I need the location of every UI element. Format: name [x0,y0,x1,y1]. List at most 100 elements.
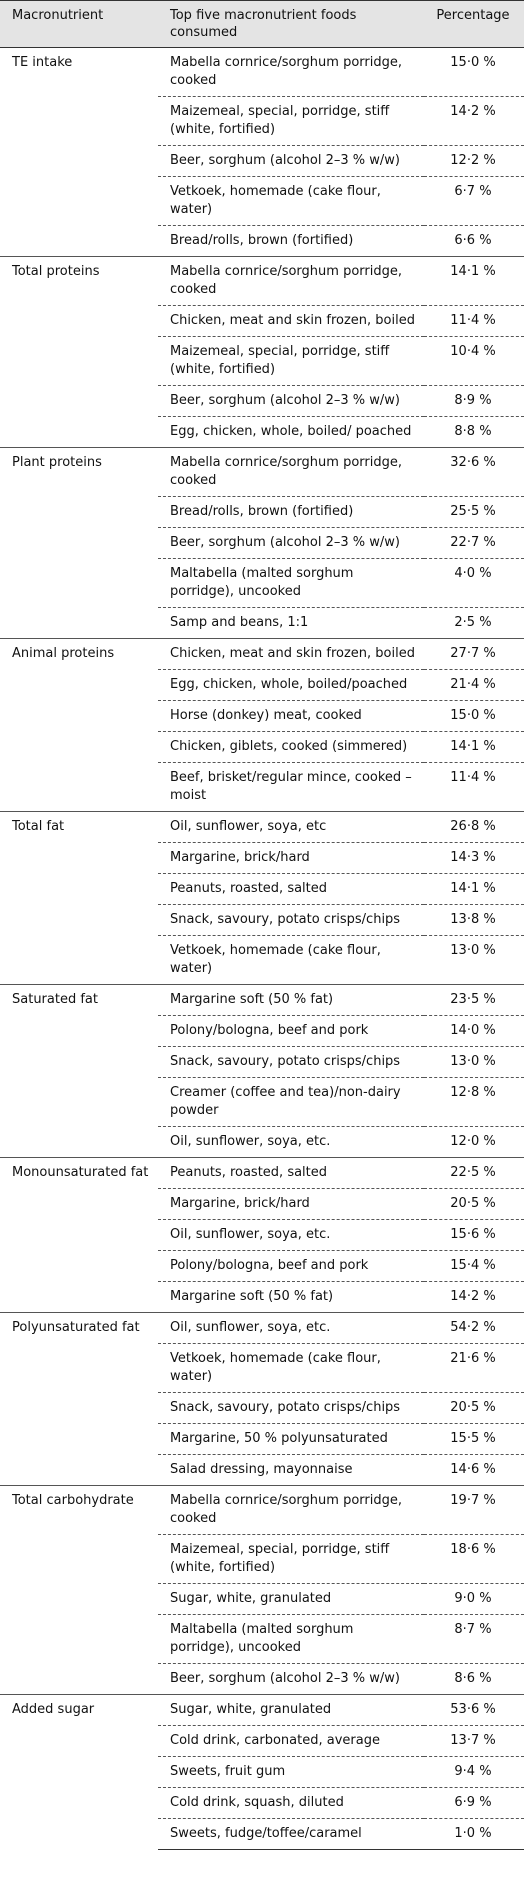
food-cell: Vetkoek, homemade (cake flour, water) [158,1343,424,1393]
food-cell: Salad dressing, mayonnaise [158,1454,424,1486]
percentage-cell: 18·6 % [424,1534,524,1584]
percentage-cell: 22·7 % [424,527,524,559]
table-row: Animal proteins Chicken, meat and skin fr… [0,638,524,812]
percentage-cell: 10·4 % [424,336,524,386]
food-cell: Cold drink, squash, diluted [158,1787,424,1819]
food-cell: Snack, savoury, potato crisps/chips [158,1046,424,1078]
data-table: Macronutrient Top five macronutrient foo… [0,0,524,1850]
food-cell: Beer, sorghum (alcohol 2–3 % w/w) [158,385,424,417]
macronutrient-cell: Total carbohydrate [0,1485,158,1695]
table-row: Creamer (coffee and tea)/non-dairy powde… [0,1077,524,1127]
header-cell: Percentage [424,0,524,48]
percentage-cell: 8·9 % [424,385,524,417]
percentage-cell: 13·7 % [424,1725,524,1757]
percentage-cell: 23·5 % [424,984,524,1016]
table-row: Margarine, 50 % polyunsaturated 15·5 % [0,1423,524,1455]
food-cell: Sugar, white, granulated [158,1694,424,1726]
food-cell: Snack, savoury, potato crisps/chips [158,1392,424,1424]
table-row: Margarine, brick/hard 14·3 % [0,842,524,874]
percentage-cell: 53·6 % [424,1694,524,1726]
food-cell: Mabella cornrice/sorghum porridge, cooke… [158,256,424,306]
table-row: Monounsaturated fat Peanuts, roasted, sal… [0,1157,524,1313]
percentage-cell: 8·6 % [424,1663,524,1695]
table-row: Cold drink, carbonated, average 13·7 % [0,1725,524,1757]
table-row: Total proteins Mabella cornrice/sorghum p… [0,256,524,448]
food-cell: Vetkoek, homemade (cake flour, water) [158,176,424,226]
percentage-cell: 21·6 % [424,1343,524,1393]
food-cell: Oil, sunflower, soya, etc. [158,1219,424,1251]
food-cell: Peanuts, roasted, salted [158,1157,424,1189]
table-row: Maltabella (malted sorghum porridge), un… [0,1614,524,1664]
percentage-cell: 27·7 % [424,638,524,670]
macronutrient-cell: Animal proteins [0,638,158,812]
percentage-cell: 15·6 % [424,1219,524,1251]
table-row: Snack, savoury, potato crisps/chips 13·8 … [0,904,524,936]
percentage-cell: 19·7 % [424,1485,524,1535]
table-row: Total carbohydrate Mabella cornrice/sorgh… [0,1485,524,1695]
table-row: Beer, sorghum (alcohol 2–3 % w/w) 8·9 % [0,385,524,417]
food-cell: Chicken, meat and skin frozen, boiled [158,638,424,670]
percentage-cell: 14·2 % [424,96,524,146]
macronutrient-cell: Saturated fat [0,984,158,1158]
table-row: Polyunsaturated fat Oil, sunflower, soya,… [0,1312,524,1486]
food-cell: Sweets, fudge/toffee/caramel [158,1818,424,1850]
food-cell: Mabella cornrice/sorghum porridge, cooke… [158,447,424,497]
food-cell: Mabella cornrice/sorghum porridge, cooke… [170,55,402,88]
table-row: Samp and beans, 1:1 2·5 % [0,607,524,639]
table-row: Cold drink, squash, diluted 6·9 % [0,1787,524,1819]
table-row: Maizemeal, special, porridge, stiff (whi… [0,1534,524,1584]
food-cell: Vetkoek, homemade (cake flour, water) [158,935,424,985]
percentage-cell: 2·5 % [424,607,524,639]
table-row: Oil, sunflower, soya, etc. 12·0 % [0,1126,524,1158]
macronutrient-cell: Plant proteins [0,447,158,639]
macronutrient-cell: TE intake [12,55,73,70]
percentage-cell: 15·4 % [424,1250,524,1282]
food-cell: Polony/bologna, beef and pork [158,1015,424,1047]
percentage-cell: 14·3 % [424,842,524,874]
food-cell: Oil, sunflower, soya, etc [158,811,424,843]
food-cell: Horse (donkey) meat, cooked [158,700,424,732]
table-row: Margarine, brick/hard 20·5 % [0,1188,524,1220]
macronutrient-cell: Monounsaturated fat [0,1157,158,1313]
percentage-cell: 14·2 % [424,1281,524,1313]
food-cell: Oil, sunflower, soya, etc. [158,1312,424,1344]
percentage-cell: 11·4 % [424,762,524,812]
food-cell: Peanuts, roasted, salted [158,873,424,905]
percentage-cell: 32·6 % [424,447,524,497]
table-row: Bread/rolls, brown (fortified) 25·5 % [0,496,524,528]
macronutrient-cell: Total fat [0,811,158,985]
macronutrient-cell: Polyunsaturated fat [0,1312,158,1486]
header-cell: Macronutrient [0,0,158,48]
percentage-cell: 14·6 % [424,1454,524,1486]
food-cell: Chicken, giblets, cooked (simmered) [158,731,424,763]
table-row: Egg, chicken, whole, boiled/ poached 8·8 … [0,416,524,448]
table-row: Saturated fat Margarine soft (50 % fat) 23… [0,984,524,1158]
percentage-cell: 1·0 % [424,1818,524,1850]
table-row: Maizemeal, special, porridge, stiff (whi… [0,96,524,146]
food-cell: Margarine, 50 % polyunsaturated [158,1423,424,1455]
header-row: Macronutrient Top five macronutrient foo… [0,0,524,48]
table-row: Sweets, fudge/toffee/caramel 1·0 % [0,1818,524,1850]
food-cell: Beer, sorghum (alcohol 2–3 % w/w) [158,527,424,559]
food-cell: Chicken, meat and skin frozen, boiled [158,305,424,337]
table-row: Sugar, white, granulated 9·0 % [0,1583,524,1615]
percentage-cell: 12·8 % [424,1077,524,1127]
percentage-cell: 4·0 % [424,558,524,608]
food-cell: Oil, sunflower, soya, etc. [158,1126,424,1158]
percentage-cell: 15·5 % [424,1423,524,1455]
table-row: Vetkoek, homemade (cake flour, water) 13·… [0,935,524,985]
table-row: Oil, sunflower, soya, etc. 15·6 % [0,1219,524,1251]
table-body: TE intake Mabella cornrice/sorghum porrid… [0,48,524,1850]
food-cell: Cold drink, carbonated, average [158,1725,424,1757]
percentage-cell: 26·8 % [424,811,524,843]
percentage-cell: 25·5 % [424,496,524,528]
table-row: Plant proteins Mabella cornrice/sorghum p… [0,447,524,639]
table-row: Salad dressing, mayonnaise 14·6 % [0,1454,524,1486]
percentage-cell: 6·6 % [424,225,524,257]
percentage-cell: 54·2 % [424,1312,524,1344]
food-cell: Margarine soft (50 % fat) [158,1281,424,1313]
food-cell: Snack, savoury, potato crisps/chips [158,904,424,936]
percentage-cell: 14·1 % [424,731,524,763]
table-row: Horse (donkey) meat, cooked 15·0 % [0,700,524,732]
